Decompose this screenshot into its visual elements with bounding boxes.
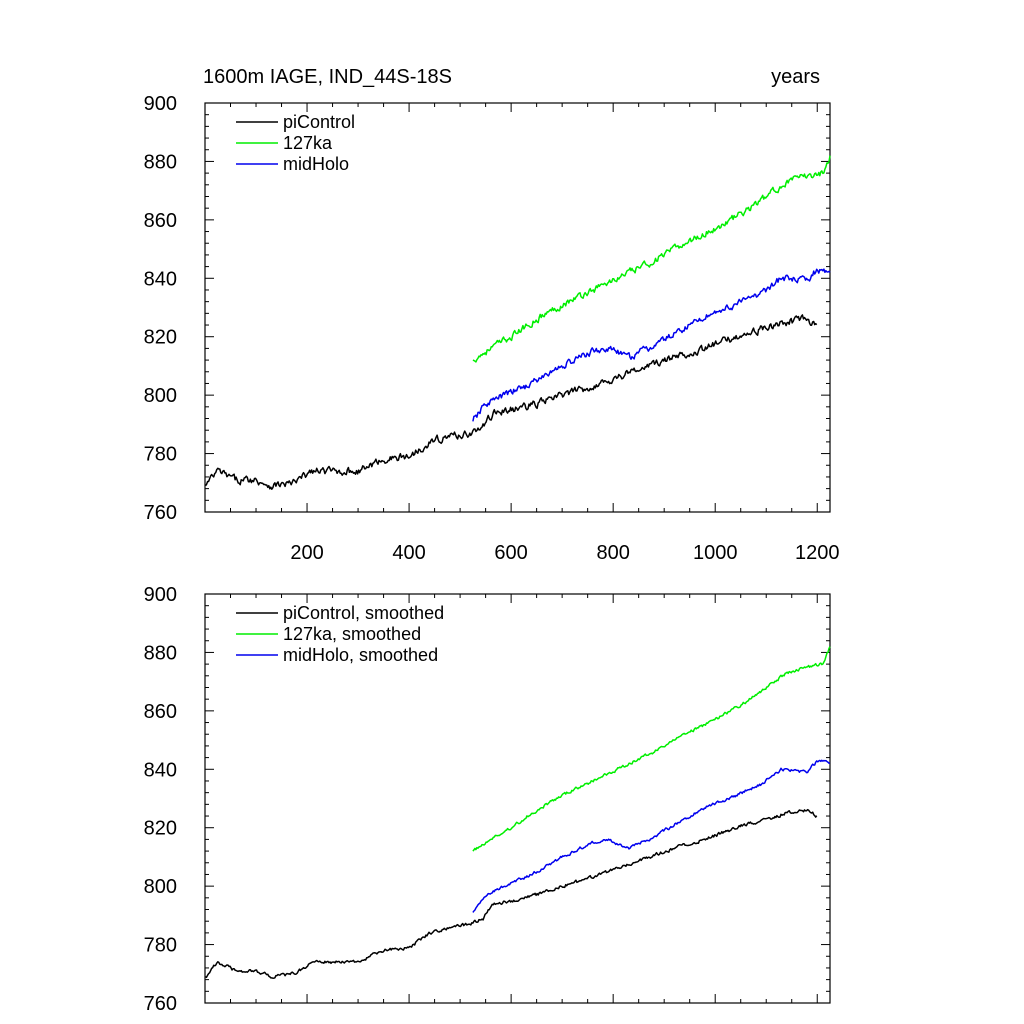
legend-label-127ka: 127ka, smoothed <box>283 624 421 644</box>
legend-label-midHolo: midHolo <box>283 154 349 174</box>
y-tick-label: 900 <box>144 93 177 115</box>
y-tick-label: 860 <box>144 210 177 232</box>
y-tick-label: 900 <box>144 584 177 606</box>
x-tick-label: 200 <box>290 542 323 564</box>
y-tick-label: 780 <box>144 935 177 957</box>
series-line-midHolo <box>472 759 831 913</box>
y-tick-label: 780 <box>144 444 177 466</box>
y-tick-label: 880 <box>144 642 177 664</box>
x-tick-label: 600 <box>494 542 527 564</box>
x-units-label: years <box>771 66 820 88</box>
y-tick-label: 880 <box>144 151 177 173</box>
series-line-127ka <box>472 155 831 363</box>
y-tick-label: 820 <box>144 818 177 840</box>
x-tick-label: 400 <box>392 542 425 564</box>
series-line-midHolo <box>472 268 831 422</box>
legend-label-midHolo: midHolo, smoothed <box>283 645 438 665</box>
legend-label-piControl: piControl, smoothed <box>283 603 444 623</box>
top-panel: 760 780 800 820 840 860 880 900 200 400 600 800 1000… <box>144 93 840 564</box>
y-tick-label: 840 <box>144 759 177 781</box>
y-tick-label: 800 <box>144 385 177 407</box>
chart-title: 1600m IAGE, IND_44S-18S <box>203 66 452 88</box>
bottom-panel: 760 780 800 820 840 860 880 900 piControl, smoot… <box>144 584 831 1015</box>
y-tick-label: 820 <box>144 327 177 349</box>
legend-label-127ka: 127ka <box>283 133 333 153</box>
y-tick-label: 760 <box>144 993 177 1015</box>
y-tick-label: 860 <box>144 701 177 723</box>
y-tick-label: 760 <box>144 502 177 524</box>
series-line-piControl <box>205 808 818 979</box>
x-tick-label: 1200 <box>795 542 840 564</box>
y-tick-label: 800 <box>144 876 177 898</box>
series-line-piControl <box>204 314 818 490</box>
plot-frame <box>204 593 831 1004</box>
x-tick-label: 1000 <box>693 542 738 564</box>
x-tick-label: 800 <box>596 542 629 564</box>
y-tick-label: 840 <box>144 268 177 290</box>
plot-frame <box>204 102 831 513</box>
legend-label-piControl: piControl <box>283 112 355 132</box>
series-line-127ka <box>472 646 831 852</box>
